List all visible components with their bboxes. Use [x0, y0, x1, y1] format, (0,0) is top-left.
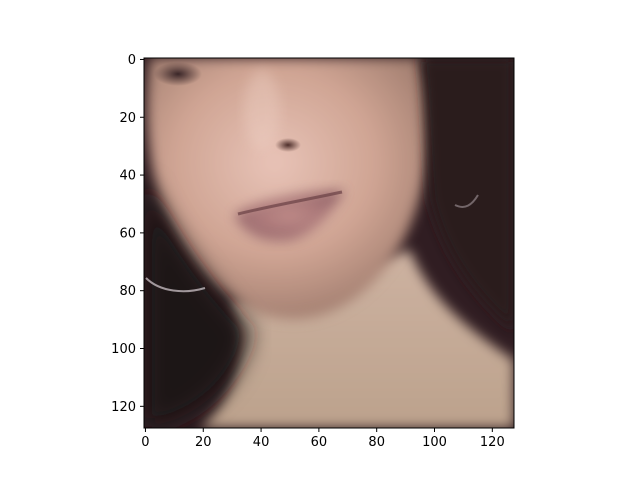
- x-tick-label: 40: [253, 435, 270, 450]
- y-tick-label: 20: [119, 111, 136, 126]
- x-tick-label: 20: [195, 435, 212, 450]
- y-tick-label: 120: [111, 400, 136, 415]
- axes-frame: [143, 57, 515, 429]
- x-tick-label: 80: [368, 435, 385, 450]
- y-tick-label: 100: [111, 342, 136, 357]
- y-tick-label: 0: [128, 53, 136, 68]
- y-tick-label: 60: [119, 226, 136, 241]
- x-tick-label: 0: [141, 435, 149, 450]
- face-image: [144, 58, 514, 428]
- x-tick-label: 120: [480, 435, 505, 450]
- x-tick-label: 100: [422, 435, 447, 450]
- y-tick-label: 40: [119, 169, 136, 184]
- x-tick-label: 60: [311, 435, 328, 450]
- y-tick-label: 80: [119, 284, 136, 299]
- y-axis: 0 20 40 60 80 100 120: [111, 53, 144, 415]
- x-axis: 0 20 40 60 80 100 120: [141, 428, 505, 450]
